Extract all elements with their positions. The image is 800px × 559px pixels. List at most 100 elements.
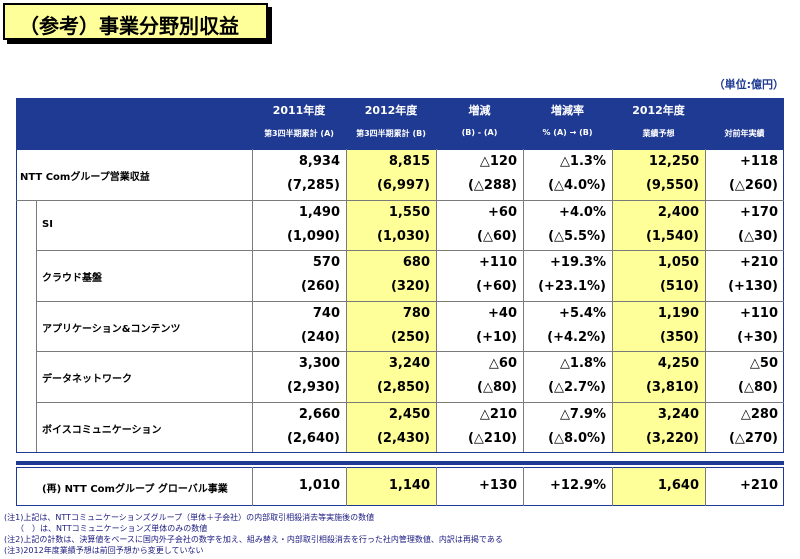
cell-main-3-5: +110	[739, 305, 778, 321]
col-subheader-4: 業績予想	[642, 129, 675, 138]
cell-main-4-1: 3,240	[388, 356, 430, 371]
cell-paren-3-2: (+10)	[476, 329, 517, 345]
cell-main-3-3: +5.4%	[559, 305, 606, 321]
row-line-3	[36, 300, 784, 302]
header-band	[16, 98, 784, 149]
cell-paren-1-4: (1,540)	[645, 228, 699, 244]
cell-paren-2-0: (260)	[300, 279, 340, 294]
cell-main-0-3: △1.3%	[559, 154, 606, 169]
row-line-1	[16, 199, 784, 201]
col-subheader-2: (B) - (A)	[461, 128, 498, 137]
row-label-2: クラウド基盤	[42, 273, 102, 284]
cell-main-5-0: 2,660	[298, 406, 340, 422]
cell-paren-0-4: (9,550)	[645, 178, 699, 193]
col-header-2: 増減	[468, 104, 491, 117]
cell-main-1-0: 1,490	[298, 204, 340, 220]
cell-paren-1-0: (1,090)	[286, 228, 340, 244]
cell-main-2-5: +210	[739, 255, 778, 270]
cell-main-4-5: △50	[749, 356, 778, 371]
cell-paren-3-3: (+4.2%)	[547, 329, 606, 345]
cell-paren-3-4: (350)	[659, 329, 699, 345]
cell-paren-0-5: (△260)	[728, 178, 778, 193]
row-label-0: NTT Comグループ営業収益	[20, 172, 150, 183]
cell-paren-0-3: (△4.0%)	[548, 178, 606, 193]
col-header-1: 2012年度	[364, 104, 418, 117]
row-line-4	[36, 351, 784, 352]
col-header-0: 2011年度	[272, 104, 326, 117]
col-subheader-0: 第3四半期累計 (A)	[264, 129, 334, 138]
row-label-1: SI	[42, 218, 53, 230]
cell-main-0-0: 8,934	[298, 154, 340, 169]
cell-paren-5-5: (△270)	[728, 430, 778, 446]
global-cell-0: 1,010	[298, 478, 340, 493]
cell-paren-3-0: (240)	[300, 329, 340, 345]
cell-main-1-2: +60	[488, 204, 517, 220]
cell-paren-5-0: (2,640)	[286, 430, 340, 446]
cell-paren-3-5: (+30)	[737, 329, 778, 345]
global-frame	[16, 467, 784, 506]
cell-main-1-4: 2,400	[657, 204, 699, 220]
cell-paren-5-3: (△8.0%)	[548, 430, 606, 446]
cell-main-5-5: △280	[740, 406, 778, 422]
cell-paren-3-1: (250)	[390, 329, 430, 345]
cell-paren-0-2: (△288)	[467, 178, 517, 193]
col-subheader-3: % (A) → (B)	[542, 128, 593, 137]
cell-main-5-1: 2,450	[388, 406, 430, 422]
row-line-5	[36, 401, 784, 403]
cell-paren-4-1: (2,850)	[376, 380, 430, 395]
cell-paren-5-2: (△210)	[467, 430, 517, 446]
global-col-line-5	[705, 467, 706, 506]
cell-paren-1-1: (1,030)	[376, 228, 430, 244]
global-cell-5: +210	[739, 478, 778, 493]
page-title-box: （参考）事業分野別収益	[3, 3, 268, 40]
cell-main-3-1: 780	[402, 305, 430, 321]
cell-paren-0-0: (7,285)	[286, 178, 340, 193]
highlight-global-1	[346, 467, 436, 506]
cell-main-3-0: 740	[312, 305, 340, 321]
footnote-2: (注2)上記の計数は、決算値をベースに国内外子会社の数字を加え、組み替え・内部取…	[4, 535, 503, 544]
global-label: (再) NTT Comグループ グローバル事業	[42, 484, 228, 495]
col-header-3: 増減率	[551, 104, 584, 117]
cell-main-1-3: +4.0%	[559, 204, 606, 220]
cell-paren-1-3: (△5.5%)	[548, 228, 606, 244]
cell-main-3-2: +40	[488, 305, 517, 321]
cell-main-2-3: +19.3%	[550, 255, 606, 270]
cell-paren-0-1: (6,997)	[376, 178, 430, 193]
cell-paren-2-5: (+130)	[728, 279, 778, 294]
global-band	[16, 461, 784, 465]
cell-paren-2-3: (+23.1%)	[538, 279, 606, 294]
cell-paren-2-4: (510)	[659, 279, 699, 294]
cell-main-0-2: △120	[479, 154, 517, 169]
cell-paren-5-4: (3,220)	[645, 430, 699, 446]
cell-main-3-4: 1,190	[657, 305, 699, 321]
indent-line	[36, 199, 37, 452]
highlight-global-4	[612, 467, 705, 506]
row-label-4: データネットワーク	[42, 374, 132, 385]
col-header-4: 2012年度	[632, 104, 685, 117]
page-title: （参考）事業分野別収益	[19, 14, 239, 38]
global-col-line-1	[346, 467, 347, 506]
cell-main-0-1: 8,815	[388, 154, 430, 169]
global-col-line-4	[612, 467, 613, 506]
cell-main-5-3: △7.9%	[559, 406, 606, 422]
row-label-5: ボイスコミュニケーション	[42, 424, 162, 436]
cell-main-0-4: 12,250	[648, 154, 699, 169]
footnote-1: (注1)上記は、NTTコミュニケーションズグループ（単体＋子会社）の内部取引相殺…	[4, 513, 375, 522]
cell-paren-4-5: (△80)	[738, 380, 778, 395]
cell-paren-4-0: (2,930)	[286, 380, 340, 395]
footnotes: (注1)上記は、NTTコミュニケーションズグループ（単体＋子会社）の内部取引相殺…	[4, 512, 503, 556]
cell-main-4-2: △60	[488, 356, 517, 371]
cell-main-4-3: △1.8%	[559, 356, 606, 371]
global-col-line-0	[252, 467, 253, 506]
cell-paren-4-2: (△80)	[477, 380, 517, 395]
footnote-1b: （ ）は、NTTコミュニケーションズ単体のみの数値	[4, 524, 208, 533]
cell-paren-2-1: (320)	[390, 279, 430, 294]
cell-main-2-0: 570	[312, 255, 340, 270]
cell-main-1-1: 1,550	[388, 204, 430, 220]
global-col-line-2	[436, 467, 437, 506]
cell-main-1-5: +170	[739, 204, 778, 220]
global-cell-3: +12.9%	[550, 478, 606, 493]
cell-main-2-1: 680	[402, 255, 430, 270]
row-label-3: アプリケーション&コンテンツ	[42, 323, 181, 335]
cell-main-5-4: 3,240	[657, 406, 699, 422]
